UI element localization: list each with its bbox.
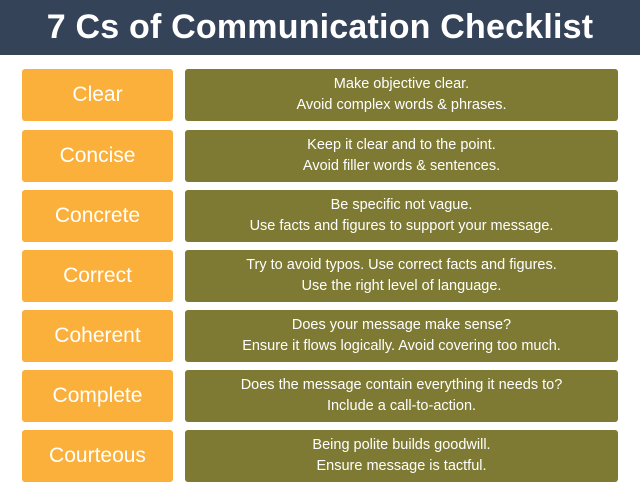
c-label: Courteous (49, 444, 146, 467)
description-line: Keep it clear and to the point. (307, 137, 496, 153)
description-line: Avoid complex words & phrases. (296, 97, 507, 113)
c-label: Correct (63, 264, 132, 287)
c-description-box: Make objective clear. Avoid complex word… (185, 69, 618, 121)
c-label-box: Complete (22, 370, 173, 422)
c-label: Concise (59, 144, 136, 167)
c-label-box: Coherent (22, 310, 173, 362)
c-label-box: Correct (22, 250, 173, 302)
c-label-box: Courteous (22, 430, 173, 482)
description-line: Ensure it flows logically. Avoid coverin… (242, 338, 561, 354)
header-banner: 7 Cs of Communication Checklist (0, 0, 640, 55)
checklist-row-concrete: Concrete Be specific not vague. Use fact… (22, 190, 618, 242)
c-label: Complete (52, 384, 143, 407)
description-line: Ensure message is tactful. (316, 458, 487, 474)
c-description-box: Be specific not vague. Use facts and fig… (185, 190, 618, 242)
c-label: Coherent (54, 324, 141, 347)
c-description-box: Keep it clear and to the point. Avoid fi… (185, 130, 618, 182)
page-title: 7 Cs of Communication Checklist (46, 8, 594, 46)
description-line: Avoid filler words & sentences. (302, 158, 501, 174)
c-label-box: Clear (22, 69, 173, 121)
c-description-box: Does your message make sense? Ensure it … (185, 310, 618, 362)
description-line: Does your message make sense? (291, 317, 512, 333)
checklist-row-complete: Complete Does the message contain everyt… (22, 370, 618, 422)
c-description-box: Being polite builds goodwill. Ensure mes… (185, 430, 618, 482)
description-line: Make objective clear. (333, 76, 470, 92)
description-line: Be specific not vague. (330, 197, 473, 213)
checklist-row-correct: Correct Try to avoid typos. Use correct … (22, 250, 618, 302)
description-line: Being polite builds goodwill. (312, 437, 491, 453)
description-line: Use the right level of language. (301, 278, 502, 294)
c-label: Clear (72, 83, 123, 106)
c-description-box: Does the message contain everything it n… (185, 370, 618, 422)
description-line: Use facts and figures to support your me… (249, 218, 554, 234)
c-label-box: Concrete (22, 190, 173, 242)
description-line: Include a call-to-action. (326, 398, 477, 414)
checklist-row-clear: Clear Make objective clear. Avoid comple… (22, 69, 618, 121)
description-line: Does the message contain everything it n… (240, 377, 563, 393)
c-label-box: Concise (22, 130, 173, 182)
checklist-row-concise: Concise Keep it clear and to the point. … (22, 130, 618, 182)
c-description-box: Try to avoid typos. Use correct facts an… (185, 250, 618, 302)
checklist-row-courteous: Courteous Being polite builds goodwill. … (22, 430, 618, 482)
checklist-row-coherent: Coherent Does your message make sense? E… (22, 310, 618, 362)
description-line: Try to avoid typos. Use correct facts an… (246, 257, 557, 273)
c-label: Concrete (54, 204, 141, 227)
